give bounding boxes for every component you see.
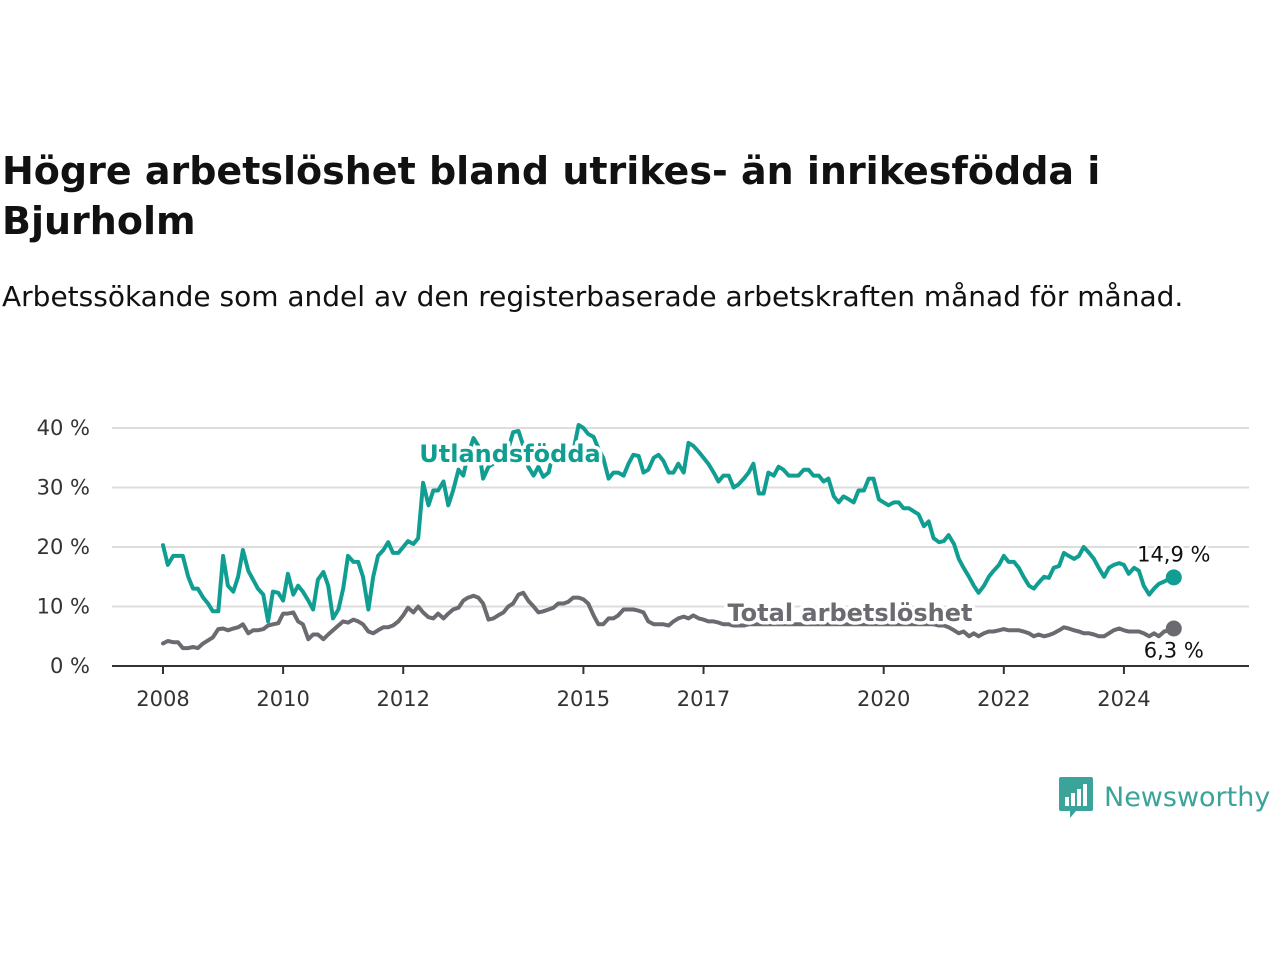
series-name-label: Utlandsfödda	[419, 440, 600, 468]
x-tick-label: 2017	[677, 687, 730, 711]
series-name-label: Total arbetslöshet	[727, 599, 972, 627]
y-tick-label: 20 %	[37, 535, 90, 559]
series-lines	[161, 423, 1182, 651]
series-end-marker	[1165, 569, 1182, 586]
y-tick-label: 0 %	[50, 654, 90, 678]
series-end-label: 6,3 %	[1144, 639, 1204, 663]
series-line	[161, 590, 1176, 651]
series-end-label: 14,9 %	[1137, 542, 1210, 566]
series-end-marker	[1165, 620, 1182, 637]
newsworthy-logo: Newsworthy	[1058, 774, 1270, 820]
x-tick-label: 2022	[977, 687, 1030, 711]
y-axis: 0 % 10 % 20 % 30 % 40 %	[37, 416, 90, 678]
x-tick-label: 2012	[377, 687, 430, 711]
bar-chart-icon	[1059, 777, 1093, 818]
grid-lines	[112, 427, 1249, 667]
chart-subtitle: Arbetssökande som andel av den registerb…	[2, 280, 1184, 313]
series-labels: 14,9 % 6,3 % Utlandsfödda Total arbetslöshe…	[416, 437, 1213, 666]
series-line	[161, 423, 1176, 624]
x-tick-label: 2010	[256, 687, 309, 711]
x-axis: 2008 2010 2012 2015 2017 2020 2022 2024	[136, 666, 1151, 711]
brand-name: Newsworthy	[1104, 781, 1271, 813]
line-chart: 0 % 10 % 20 % 30 % 40 % 2008 2010 2012 2015 2017…	[37, 416, 1249, 711]
chart-title: Högre arbetslöshet bland utrikes- än inr…	[2, 149, 1101, 243]
y-tick-label: 10 %	[37, 595, 90, 619]
x-tick-label: 2020	[857, 687, 910, 711]
x-tick-label: 2015	[557, 687, 610, 711]
y-tick-label: 30 %	[37, 476, 90, 500]
x-tick-label: 2024	[1097, 687, 1150, 711]
y-tick-label: 40 %	[37, 416, 90, 440]
x-tick-label: 2008	[136, 687, 189, 711]
